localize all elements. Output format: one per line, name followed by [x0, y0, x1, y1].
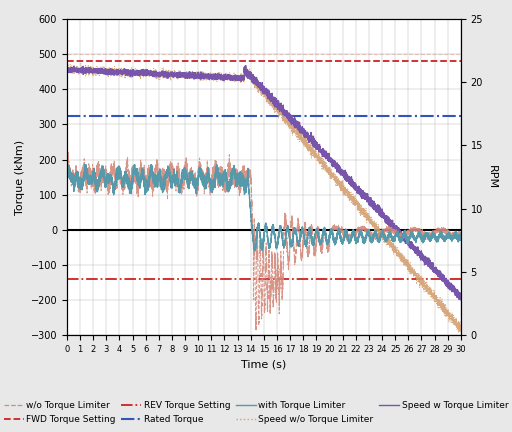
Y-axis label: Torque (kNm): Torque (kNm) [15, 140, 25, 215]
Legend: w/o Torque Limiter, FWD Torque Setting, REV Torque Setting, Rated Torque, with T: w/o Torque Limiter, FWD Torque Setting, … [0, 398, 512, 428]
X-axis label: Time (s): Time (s) [241, 359, 287, 369]
Y-axis label: RPM: RPM [487, 165, 497, 189]
